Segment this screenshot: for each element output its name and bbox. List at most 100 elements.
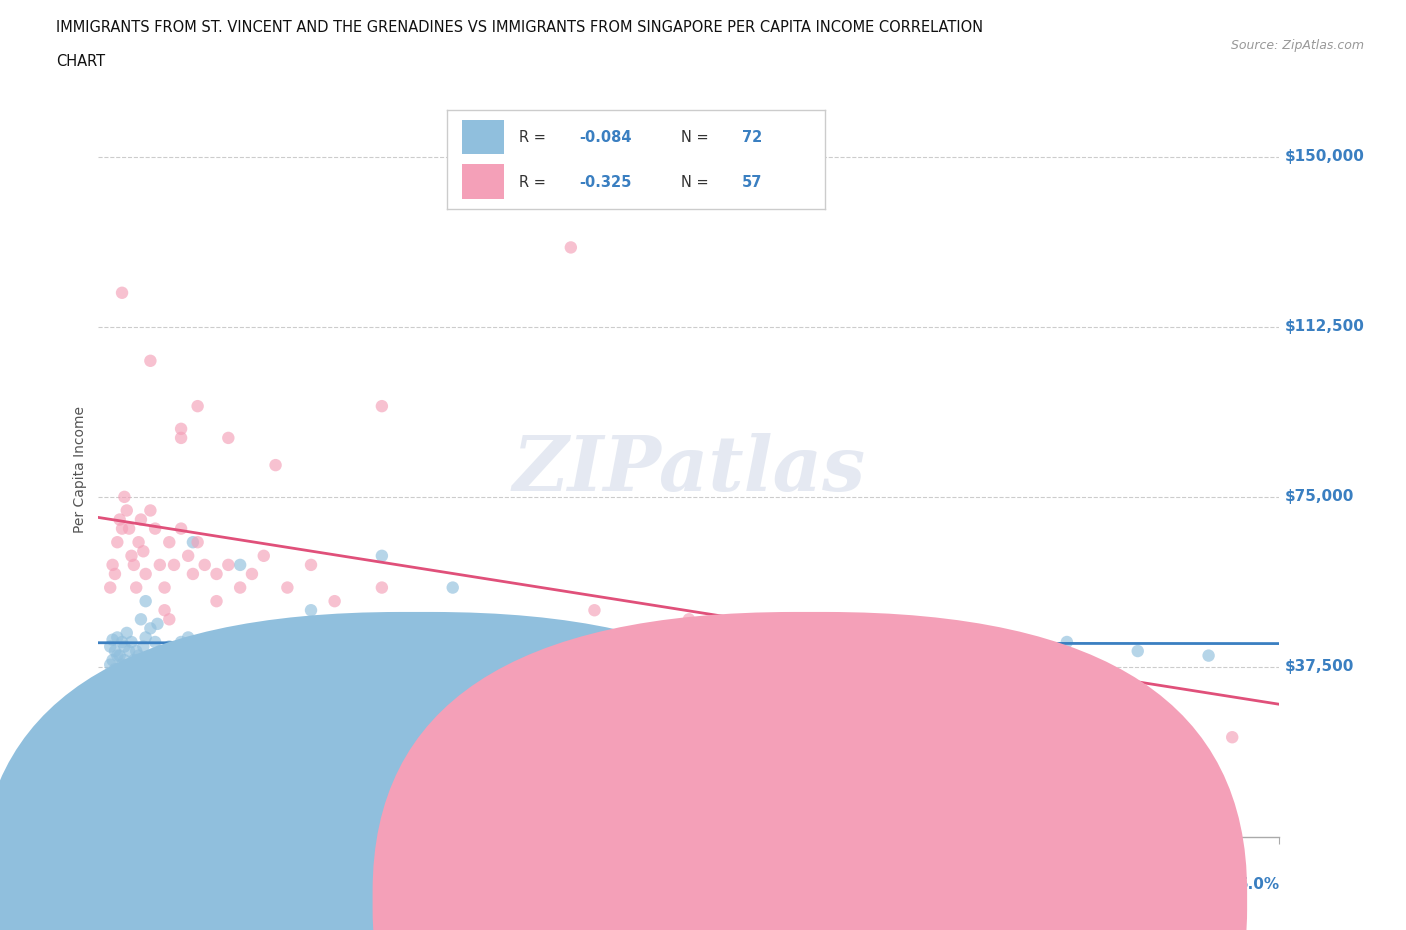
Point — [323, 630, 346, 644]
Text: $112,500: $112,500 — [1285, 319, 1365, 334]
Point — [607, 644, 630, 658]
Point — [181, 566, 204, 581]
Point — [1032, 671, 1054, 685]
Point — [101, 632, 124, 647]
Text: Immigrants from St. Vincent and the Grenadines: Immigrants from St. Vincent and the Gren… — [439, 892, 776, 907]
Point — [121, 666, 143, 681]
Point — [583, 603, 606, 618]
Point — [984, 648, 1007, 663]
Point — [170, 521, 193, 536]
Point — [229, 557, 252, 572]
Point — [229, 648, 252, 663]
Point — [678, 612, 700, 627]
Point — [654, 639, 676, 654]
Point — [796, 634, 818, 649]
Point — [157, 612, 180, 627]
Point — [149, 644, 172, 658]
Text: Immigrants from Singapore: Immigrants from Singapore — [832, 892, 1024, 907]
Point — [121, 549, 143, 564]
Point — [371, 549, 394, 564]
Point — [101, 653, 124, 668]
Point — [441, 630, 464, 644]
Point — [104, 662, 127, 677]
Point — [323, 593, 346, 608]
Point — [276, 644, 298, 658]
Point — [194, 557, 217, 572]
Point — [132, 544, 155, 559]
Point — [122, 653, 145, 668]
Point — [98, 639, 121, 654]
Point — [108, 648, 131, 663]
Point — [118, 644, 141, 658]
Point — [115, 626, 138, 641]
Point — [748, 644, 770, 658]
Point — [253, 634, 276, 649]
Point — [1126, 644, 1149, 658]
Point — [181, 639, 204, 654]
Point — [135, 630, 157, 644]
Point — [128, 535, 150, 550]
Point — [217, 639, 239, 654]
Point — [512, 639, 534, 654]
Point — [115, 503, 138, 518]
Point — [371, 399, 394, 414]
Point — [1150, 738, 1173, 753]
Point — [153, 580, 176, 595]
Point — [371, 580, 394, 595]
Text: $75,000: $75,000 — [1285, 489, 1354, 504]
Point — [240, 566, 263, 581]
Point — [170, 421, 193, 436]
Point — [187, 535, 209, 550]
Point — [264, 458, 287, 472]
Point — [299, 639, 322, 654]
Point — [394, 639, 416, 654]
Point — [205, 566, 228, 581]
Point — [170, 634, 193, 649]
Point — [153, 603, 176, 618]
Point — [205, 634, 228, 649]
Point — [111, 658, 134, 672]
Point — [111, 286, 134, 300]
Point — [105, 648, 128, 663]
Text: 0.0%: 0.0% — [98, 877, 141, 893]
Point — [143, 521, 166, 536]
Point — [108, 512, 131, 527]
Point — [157, 535, 180, 550]
Point — [229, 580, 252, 595]
Point — [118, 658, 141, 672]
Point — [253, 549, 276, 564]
Text: Source: ZipAtlas.com: Source: ZipAtlas.com — [1230, 39, 1364, 52]
Point — [914, 639, 936, 654]
Point — [112, 639, 135, 654]
Text: 5.0%: 5.0% — [1237, 877, 1279, 893]
Point — [1220, 730, 1243, 745]
Point — [205, 593, 228, 608]
Point — [135, 566, 157, 581]
Point — [98, 658, 121, 672]
Point — [187, 648, 209, 663]
Point — [163, 557, 186, 572]
Point — [163, 644, 186, 658]
Point — [129, 512, 152, 527]
Point — [104, 644, 127, 658]
Point — [347, 626, 370, 641]
Point — [217, 557, 239, 572]
Point — [111, 521, 134, 536]
Point — [187, 399, 209, 414]
Text: ZIPatlas: ZIPatlas — [512, 432, 866, 507]
Point — [112, 489, 135, 504]
Point — [240, 630, 263, 644]
Point — [132, 639, 155, 654]
Point — [153, 648, 176, 663]
Point — [118, 521, 141, 536]
Point — [194, 644, 217, 658]
Point — [441, 612, 464, 627]
Point — [129, 612, 152, 627]
Point — [139, 621, 162, 636]
Point — [217, 431, 239, 445]
Point — [121, 634, 143, 649]
Text: CHART: CHART — [56, 54, 105, 69]
Point — [914, 639, 936, 654]
Point — [465, 639, 488, 654]
Point — [796, 626, 818, 641]
